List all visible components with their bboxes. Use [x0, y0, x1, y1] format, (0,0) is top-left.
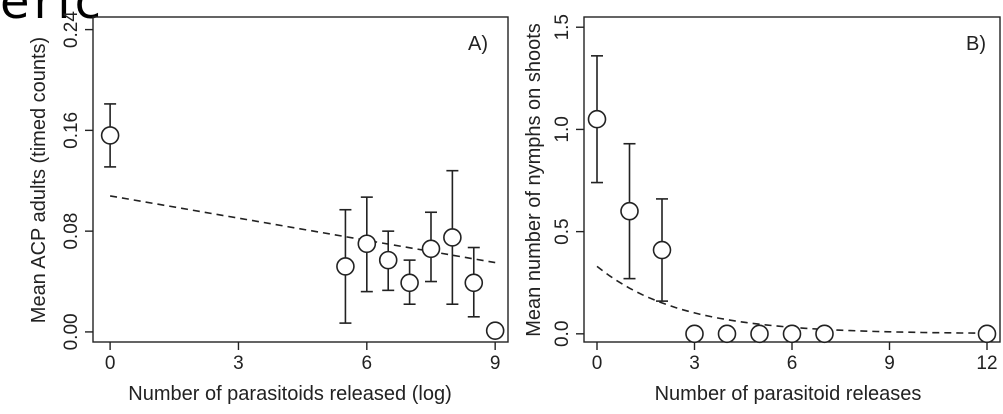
panel-b-data-point [587, 109, 607, 129]
panel-a-y-tick-label: 0.08 [61, 213, 82, 250]
panel-b-data-point [815, 324, 834, 344]
panel-a-axes: 0 3 6 9 0.00 0.08 0.16 0.24 [61, 11, 500, 374]
panel-b-data-point [977, 324, 997, 344]
panel-b-y-tick-label: 1.0 [552, 116, 573, 142]
panel-b-data-point [750, 324, 769, 344]
panel-a-data-point [378, 250, 398, 270]
panel-a-y-axis-title: Mean ACP adults (timed counts) [28, 37, 50, 323]
panel-a-data-point [443, 228, 462, 247]
panel-b-data-point [782, 324, 802, 344]
panel-a-data-point [100, 126, 120, 145]
panel-b-frame [583, 16, 1001, 343]
panel-a-y-tick-label: 0.00 [61, 313, 82, 350]
panel-a-data-points [100, 103, 505, 340]
panel-b-label: B) [966, 33, 986, 55]
panel-b-y-axis-title: Mean number of nymphs on shoots [523, 23, 545, 337]
panel-a-x-tick-label: 0 [105, 353, 116, 374]
panel-b-data-point [620, 201, 639, 221]
panel-b-x-tick-label: 0 [592, 353, 603, 374]
panel-a-data-point [357, 234, 377, 254]
panel-a-x-tick-label: 6 [362, 353, 373, 374]
panel-a-y-tick-label: 0.24 [61, 11, 82, 48]
panel-a-x-axis-title: Number of parasitoids released (log) [128, 383, 452, 405]
panel-b-fit-path [596, 265, 988, 334]
panel-a-data-point [336, 257, 355, 276]
panel-b-fit-curve [596, 265, 988, 334]
panel-b-x-tick-label: 6 [787, 353, 798, 374]
panel-a-data-point [485, 321, 505, 340]
panel-a-x-tick-label: 9 [490, 353, 501, 374]
panel-b-axes: 0 3 6 9 12 0.0 0.5 1.0 1.5 [552, 14, 998, 374]
panel-a-label: A) [468, 33, 488, 55]
panel-b-x-axis-title: Number of parasitoid releases [655, 383, 922, 405]
panel-a-y-tick-label: 0.16 [61, 112, 82, 149]
panel-a-frame [92, 16, 509, 343]
panel-b-y-tick-label: 0.5 [552, 218, 573, 244]
panel-a-data-point [421, 239, 441, 259]
panel-b: B) Number of parasitoid releases Mean nu… [523, 14, 1001, 405]
panel-b-y-tick-label: 0.0 [552, 321, 573, 347]
panel-b-data-points [587, 55, 997, 344]
cropped-header-fragment: eric [0, 0, 105, 30]
panel-b-y-tick-label: 1.5 [552, 14, 573, 40]
panel-b-x-tick-label: 9 [884, 353, 895, 374]
panel-a-data-point [400, 273, 419, 293]
panel-a: A) Number of parasitoids released (log) … [28, 11, 509, 405]
panel-b-data-point [685, 324, 704, 344]
panel-a-x-tick-label: 3 [233, 353, 244, 374]
panel-b-data-point [717, 324, 737, 344]
panel-b-data-point [652, 240, 672, 260]
panel-b-x-tick-label: 12 [976, 353, 997, 374]
panel-a-data-point [464, 273, 484, 293]
panel-b-x-tick-label: 3 [689, 353, 700, 374]
